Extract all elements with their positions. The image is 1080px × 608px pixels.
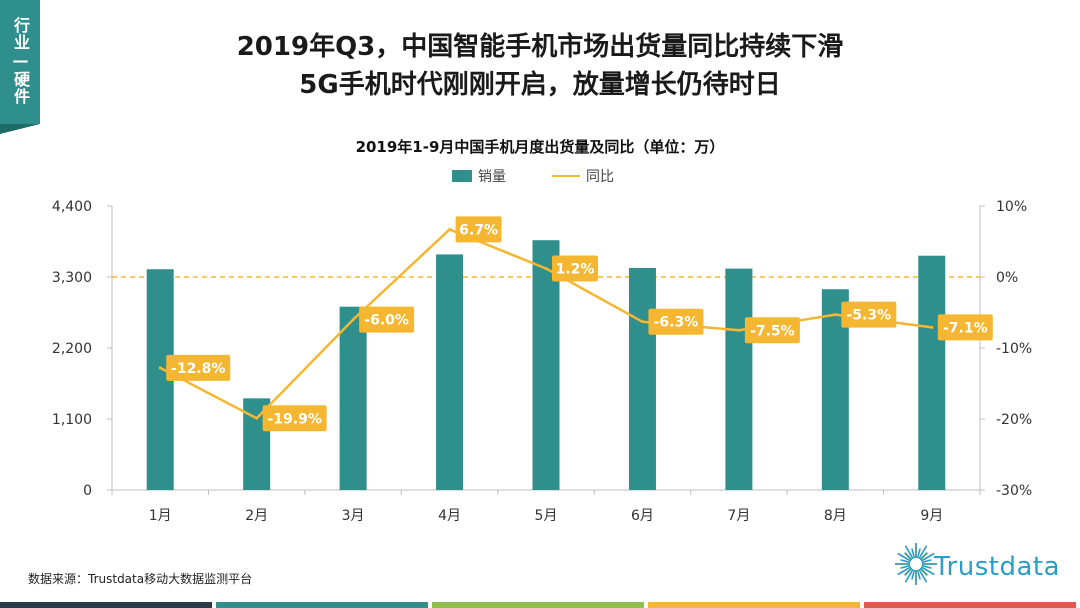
sales-bar [725, 268, 753, 490]
x-tick-label: 2月 [245, 508, 268, 524]
yoy-point [158, 366, 162, 370]
yoy-point [544, 266, 548, 270]
yoy-label-box [841, 301, 897, 328]
sunburst-ray [897, 566, 912, 576]
yoy-point [930, 325, 934, 329]
footer-bar-segment [648, 602, 860, 608]
left-tick-label: 0 [83, 483, 92, 499]
yoy-label-box [166, 354, 231, 381]
logo-text: Trustdata [934, 552, 1061, 582]
yoy-data-label: 6.7% [459, 222, 498, 238]
trustdata-logo: Trustdata [894, 540, 1074, 590]
section-tag: 行业—硬件 [0, 0, 40, 134]
legend-line-swatch [552, 175, 580, 177]
yoy-point [833, 313, 837, 317]
sunburst-ray [920, 566, 935, 576]
sunburst-ray [921, 559, 932, 564]
sunburst-ray [916, 569, 921, 580]
sunburst-ray [900, 559, 911, 564]
right-tick-label: -10% [996, 341, 1032, 357]
x-tick-label: 9月 [920, 508, 943, 524]
right-tick-label: -20% [996, 412, 1032, 428]
x-tick-label: 6月 [631, 508, 654, 524]
sunburst-ray [904, 568, 914, 583]
sunburst-ray [904, 552, 913, 561]
sales-bar [532, 240, 560, 490]
footer-bar-segment [216, 602, 428, 608]
legend-line-label: 同比 [586, 169, 614, 185]
yoy-label-box [744, 317, 800, 344]
sunburst-ray [900, 564, 911, 569]
chart-legend: 销量 同比 [452, 166, 614, 186]
x-tick-label: 1月 [149, 508, 172, 524]
yoy-data-label: -7.1% [943, 320, 988, 336]
x-tick-label: 5月 [535, 508, 558, 524]
yoy-point [351, 318, 355, 322]
data-source-note: 数据来源：Trustdata移动大数据监测平台 [28, 572, 253, 586]
footer-bar-segment [0, 602, 212, 608]
x-tick-label: 7月 [727, 508, 750, 524]
yoy-data-label: -6.3% [654, 315, 699, 331]
yoy-point [448, 227, 452, 231]
yoy-label-box [552, 255, 598, 282]
yoy-label-box [937, 314, 993, 341]
sunburst-ray [921, 564, 932, 569]
right-tick-label: -30% [996, 483, 1032, 499]
sunburst-ray [916, 548, 921, 559]
left-tick-label: 2,200 [52, 341, 92, 357]
yoy-label-box [359, 306, 415, 333]
headline-line-1: 2019年Q3，中国智能手机市场出货量同比持续下滑 [236, 32, 844, 62]
left-tick-label: 1,100 [52, 412, 92, 428]
x-tick-label: 4月 [438, 508, 461, 524]
sunburst-ray [918, 545, 928, 560]
sales-bar [339, 306, 367, 490]
right-tick-label: 0% [996, 270, 1018, 286]
sunburst-ray [904, 545, 914, 560]
sales-bar [436, 254, 464, 490]
footer-bar-segment [432, 602, 644, 608]
sunburst-ray [919, 552, 928, 561]
chart-title: 2019年1-9月中国手机月度出货量及同比（单位：万） [355, 138, 725, 156]
headline-line-2: 5G手机时代刚刚开启，放量增长仍待时日 [299, 70, 781, 100]
sunburst-ray [904, 567, 913, 576]
x-tick-label: 8月 [824, 508, 847, 524]
yoy-point [737, 328, 741, 332]
yoy-data-label: -12.8% [171, 361, 225, 377]
sunburst-ray [911, 569, 916, 580]
x-tick-label: 3月 [342, 508, 365, 524]
yoy-data-label: 1.2% [556, 261, 595, 277]
yoy-data-label: -19.9% [267, 411, 321, 427]
yoy-label-box [648, 308, 704, 335]
section-tag-label: 行业—硬件 [11, 17, 30, 105]
yoy-data-label: -5.3% [847, 308, 892, 324]
yoy-point [640, 320, 644, 324]
left-tick-label: 3,300 [52, 270, 92, 286]
legend-bar-label: 销量 [478, 169, 506, 185]
footer-bar-segment [864, 602, 1076, 608]
sunburst-ray [920, 552, 935, 562]
sales-bar [918, 255, 946, 490]
sunburst-ray [919, 567, 928, 576]
sunburst-ray [918, 568, 928, 583]
right-tick-label: 10% [996, 199, 1027, 215]
yoy-data-label: -7.5% [750, 323, 795, 339]
yoy-point [255, 416, 259, 420]
yoy-label-box [262, 405, 327, 432]
sunburst-icon [895, 543, 937, 585]
legend-bar-swatch [452, 170, 472, 182]
yoy-label-box [455, 216, 502, 243]
sunburst-ray [911, 548, 916, 559]
sales-bar [628, 267, 656, 490]
sunburst-ray [897, 552, 912, 562]
left-tick-label: 4,400 [52, 199, 92, 215]
yoy-data-label: -6.0% [364, 313, 409, 329]
